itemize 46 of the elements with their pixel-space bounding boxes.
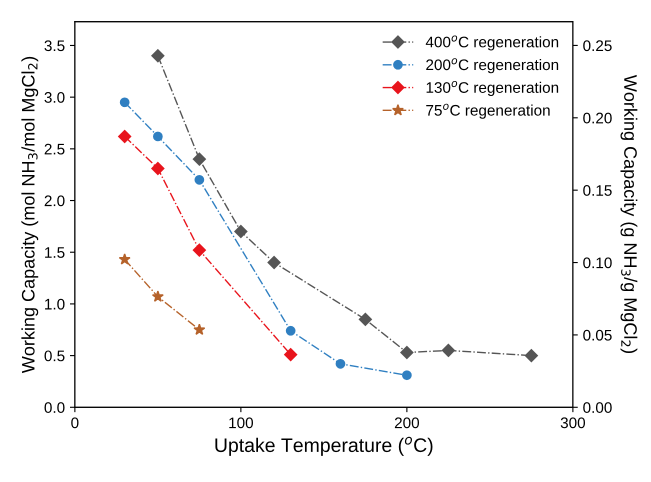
legend-label: 200$^{o}$C regeneration: [426, 58, 558, 74]
y-tick-label: 3.0: [44, 92, 65, 103]
y-tick-label: 2.0: [44, 195, 65, 206]
point: [402, 370, 412, 380]
y2-axis-title: Working Capacity (g NH$_{3}$/g MgCl$_{2}$): [620, 74, 638, 353]
point: [118, 130, 132, 144]
y2-tick-label: 0.05: [583, 330, 612, 341]
x-tick-label: 200: [394, 417, 420, 428]
y2-tick-label: 0.15: [583, 185, 612, 196]
point: [118, 253, 131, 265]
point: [120, 97, 130, 108]
point: [193, 324, 206, 335]
point: [151, 49, 164, 62]
point: [524, 349, 538, 362]
legend-label: 400$^{o}$C regeneration: [426, 35, 558, 50]
x-tick-label: 0: [71, 417, 79, 428]
point: [234, 224, 248, 238]
point: [400, 346, 414, 360]
y-tick-label: 2.5: [44, 144, 65, 155]
point: [267, 256, 281, 270]
legend-label: 75$^{o}$C regeneration: [426, 104, 550, 119]
x-tick-label: 300: [560, 417, 586, 428]
y-tick-label: 0.5: [44, 350, 65, 362]
point: [192, 152, 206, 166]
y-axis-title: Working Capacity (mol NH$_{3}$/mol MgCl$_{2}$): [21, 56, 38, 374]
y2-tick-label: 0.10: [583, 257, 612, 268]
point: [336, 359, 346, 369]
x-axis-title: Uptake Temperature ($^{o}$C): [215, 436, 432, 456]
y2-tick-label: 0.00: [583, 402, 612, 413]
y2-tick-label: 0.20: [583, 112, 612, 124]
y-tick-label: 1.0: [45, 298, 65, 310]
legend-label: 130$^{o}$C regeneration: [426, 80, 558, 96]
y-tick-label: 1.5: [45, 247, 65, 258]
x-tick-label: 100: [229, 417, 254, 428]
point: [194, 174, 204, 185]
y-tick-label: 3.5: [44, 40, 65, 52]
point: [284, 348, 298, 362]
point: [286, 326, 296, 336]
point: [152, 290, 164, 302]
point: [151, 162, 164, 176]
y2-tick-label: 0.25: [583, 40, 612, 52]
point: [192, 244, 206, 257]
point: [442, 344, 455, 358]
point: [358, 312, 372, 326]
point: [153, 132, 163, 142]
y-tick-label: 0.0: [44, 402, 65, 413]
